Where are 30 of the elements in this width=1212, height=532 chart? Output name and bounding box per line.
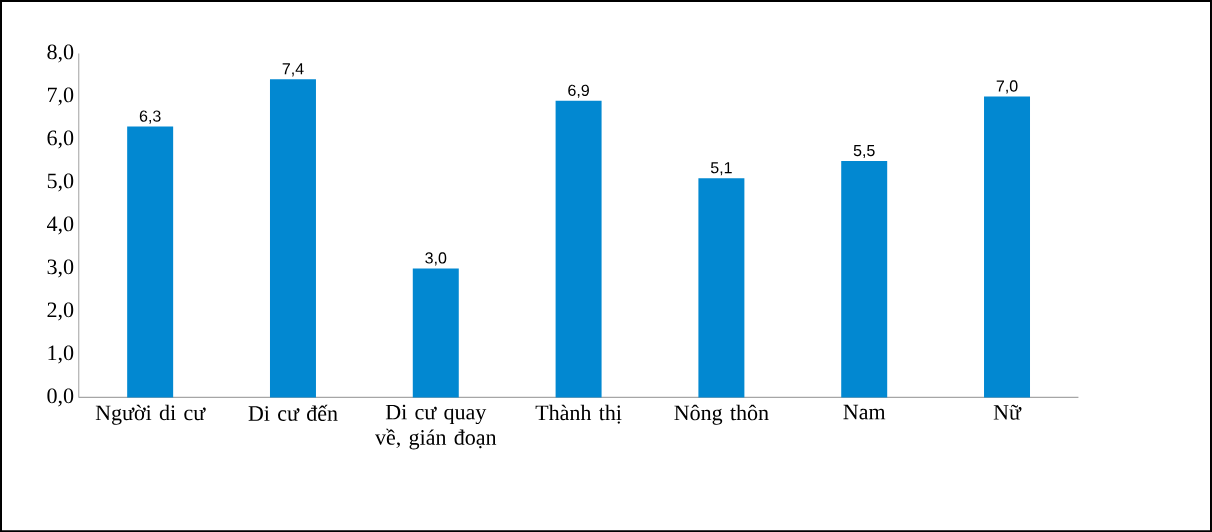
y-tick-label: 1,0: [48, 345, 74, 364]
y-tick-label: 4,0: [47, 216, 74, 235]
x-tick-label: Nông thôn: [674, 404, 769, 425]
x-tick-label: Thành thị: [535, 404, 622, 424]
x-tick-label: Nữ: [993, 404, 1022, 420]
x-tick-label: Di cư quay về, gián đoạn: [375, 404, 497, 450]
bar: [127, 126, 174, 398]
data-label: 6,9: [568, 84, 589, 98]
data-label: 7,4: [282, 63, 304, 77]
y-tick-label: 6,0: [47, 130, 74, 149]
x-tick-label: Nam: [843, 404, 886, 420]
y-tick-label: 0,0: [47, 388, 74, 407]
y-tick-label: 5,0: [47, 173, 74, 192]
x-tick-label: Người di cư: [95, 404, 206, 425]
data-label: 6,3: [139, 110, 161, 124]
bar: [412, 268, 459, 398]
bar: [269, 79, 316, 398]
bar: [984, 96, 1031, 398]
y-tick-label: 8,0: [47, 44, 74, 63]
data-label: 5,1: [710, 162, 732, 176]
bar: [841, 160, 888, 398]
x-tick-label: Di cư đến: [248, 404, 338, 421]
bar: [555, 100, 602, 398]
data-label: 5,5: [853, 144, 875, 158]
data-label: 3,0: [425, 252, 447, 266]
y-tick-label: 7,0: [48, 87, 74, 106]
bar: [698, 178, 745, 398]
y-tick-label: 3,0: [47, 259, 74, 278]
y-tick-label: 2,0: [47, 302, 74, 321]
data-label: 7,0: [996, 80, 1018, 94]
